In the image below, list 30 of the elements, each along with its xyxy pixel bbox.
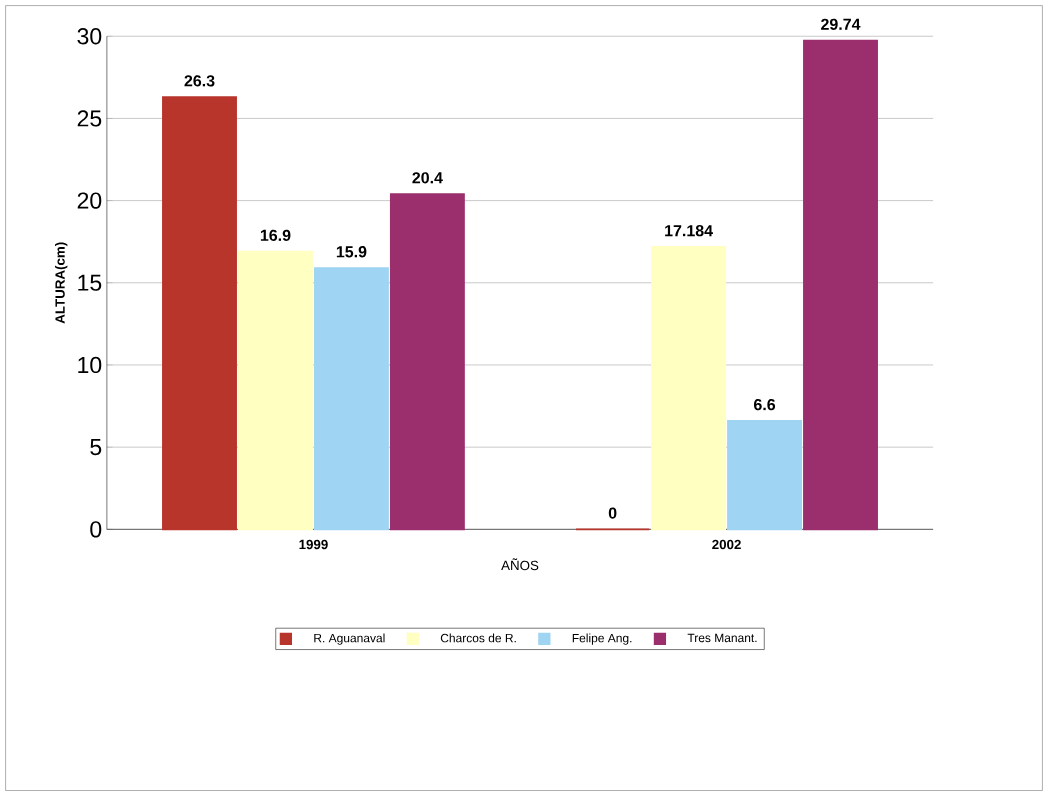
y-tick-label: 30 <box>77 28 102 45</box>
bar <box>162 96 237 531</box>
y-axis-title: ALTURA(cm) <box>54 242 68 324</box>
x-tick-label: 1999 <box>299 539 328 550</box>
data-label: 26.3 <box>184 75 215 87</box>
legend-label: Charcos de R. <box>440 633 516 643</box>
bar <box>651 246 727 531</box>
bar <box>389 193 465 531</box>
y-tick-label: 15 <box>78 274 102 291</box>
bar <box>238 250 313 531</box>
data-label: 17.184 <box>665 224 713 237</box>
legend-label: Felipe Ang. <box>572 633 632 645</box>
y-tick-label: 0 <box>90 521 102 538</box>
y-tick-label: 25 <box>77 110 102 127</box>
y-tick-label: 20 <box>77 192 102 209</box>
legend-label: Tres Manant. <box>687 633 757 643</box>
data-label: 15.9 <box>336 246 367 258</box>
y-tick-label: 5 <box>90 439 102 456</box>
data-label: 16.9 <box>260 229 291 241</box>
bar <box>727 419 802 531</box>
y-tick-label: 10 <box>78 356 102 374</box>
legend-label: R. Aguanaval <box>314 633 385 645</box>
x-tick-label: 2002 <box>712 539 741 550</box>
data-label: 29.74 <box>821 18 861 30</box>
data-label: 20.4 <box>412 172 443 184</box>
data-label: 0 <box>608 507 617 519</box>
x-axis-title: AÑOS <box>501 558 539 571</box>
bar <box>313 267 389 531</box>
data-label: 6.6 <box>754 398 776 411</box>
bar <box>803 39 878 531</box>
